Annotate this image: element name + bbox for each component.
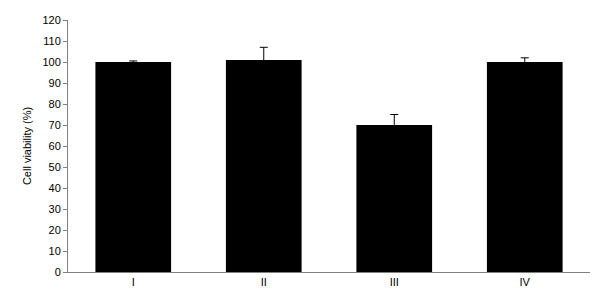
svg-text:20: 20	[49, 224, 61, 236]
svg-text:50: 50	[49, 161, 61, 173]
svg-text:I: I	[132, 276, 135, 288]
svg-text:80: 80	[49, 98, 61, 110]
svg-text:120: 120	[42, 14, 60, 26]
svg-text:Cell viability (%): Cell viability (%)	[21, 107, 33, 185]
svg-text:100: 100	[42, 56, 60, 68]
svg-text:II: II	[261, 276, 267, 288]
svg-text:70: 70	[49, 119, 61, 131]
svg-text:110: 110	[43, 35, 61, 47]
svg-text:60: 60	[49, 140, 61, 152]
svg-text:40: 40	[49, 182, 61, 194]
svg-text:IV: IV	[520, 276, 531, 288]
svg-text:III: III	[390, 276, 399, 288]
svg-text:10: 10	[49, 245, 61, 257]
svg-text:30: 30	[49, 203, 61, 215]
svg-text:90: 90	[49, 77, 61, 89]
svg-text:0: 0	[55, 266, 61, 278]
